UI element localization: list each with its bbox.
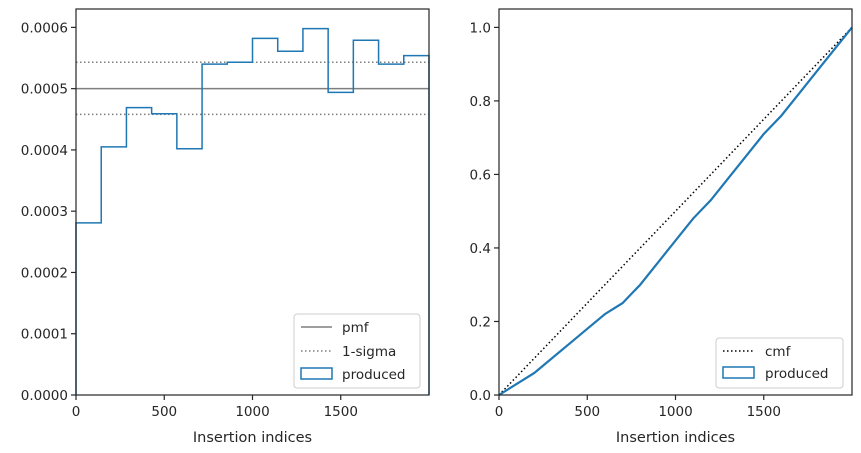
y-tick-label: 0.0005: [21, 82, 68, 98]
produced-line: [498, 26, 853, 396]
y-tick-label: 1.0: [470, 20, 491, 36]
x-tick-label: 1000: [658, 404, 692, 420]
y-tick-label: 0.6: [470, 167, 491, 183]
produced-histogram: [75, 27, 430, 395]
y-tick-label: 0.0006: [21, 20, 68, 36]
y-tick-label: 0.2: [470, 314, 491, 330]
plot-frame: [75, 8, 430, 396]
x-axis-ticks: 0 500 1000 1500: [72, 395, 358, 420]
y-tick-label: 0.0000: [21, 388, 68, 404]
y-tick-label: 0.0: [470, 388, 491, 404]
y-axis-ticks: 0.0 0.2 0.4 0.6 0.8 1.0: [470, 20, 499, 404]
cmf-panel: 0 500 1000 1500 0.0 0.2 0.4 0.6 0.8 1.0 Insertio…: [470, 8, 853, 446]
y-tick-label: 0.0003: [21, 204, 68, 220]
y-axis-ticks: 0.0000 0.0001 0.0002 0.0003 0.0004 0.0005 0.00…: [21, 20, 76, 404]
x-tick-label: 1500: [324, 404, 358, 420]
plot-frame: [498, 8, 853, 396]
legend-cmf-label: cmf: [765, 344, 792, 360]
x-tick-label: 0: [495, 404, 504, 420]
y-tick-label: 0.0001: [21, 327, 68, 343]
legend-produced-label: produced: [342, 367, 406, 383]
cmf-line: [498, 26, 853, 396]
pmf-histogram-panel: 0 500 1000 1500 0.00000.00010.00020.00030.0…: [21, 8, 430, 446]
y-tick-label: 0.0002: [21, 265, 68, 281]
x-axis-label: Insertion indices: [193, 430, 312, 446]
x-axis-ticks: 0 500 1000 1500: [495, 395, 781, 420]
x-tick-label: 500: [574, 404, 600, 420]
x-tick-label: 1000: [235, 404, 269, 420]
x-tick-label: 500: [151, 404, 177, 420]
legend-produced-label: produced: [765, 366, 829, 382]
cmf-lines: [498, 26, 853, 396]
x-axis-label: Insertion indices: [616, 430, 735, 446]
legend-pmf-label: pmf: [342, 320, 370, 336]
y-tick-label: 0.0004: [21, 143, 68, 159]
legend-produced-swatch: [722, 366, 755, 379]
y-tick-label: 0.8: [470, 94, 491, 110]
legend: cmf produced: [715, 337, 844, 389]
x-tick-label: 1500: [747, 404, 781, 420]
produced-step-line: [75, 27, 430, 395]
y-tick-label: 0.4: [470, 241, 491, 257]
x-tick-label: 0: [72, 404, 81, 420]
legend-sigma-label: 1-sigma: [342, 344, 396, 360]
legend: pmf 1-sigma produced: [293, 313, 421, 389]
legend-produced-swatch: [300, 367, 333, 380]
